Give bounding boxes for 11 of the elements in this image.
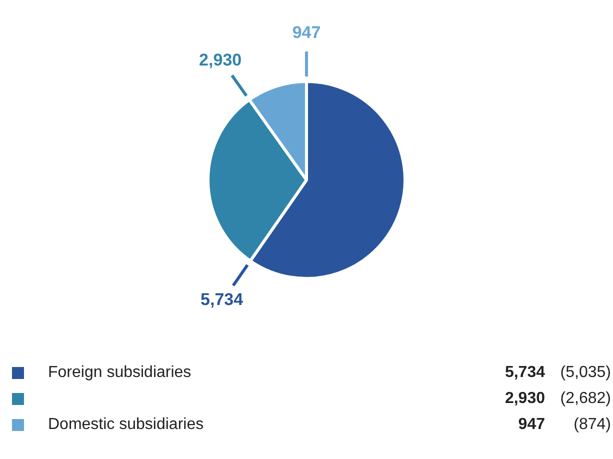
text: (874) — [572, 416, 611, 434]
data-label: 2,930 — [199, 50, 242, 70]
text: (5,035) — [559, 364, 611, 382]
legend-label: Foreign subsidiaries — [48, 364, 192, 382]
legend-label: Domestic subsidiaries — [48, 416, 205, 434]
data-label: 5,734 — [200, 290, 244, 310]
text: (2,682) — [559, 390, 611, 408]
text: 2,930 — [504, 390, 545, 407]
data-label: 947 — [292, 23, 321, 42]
text: 5,734 — [504, 364, 545, 381]
text: 947 — [518, 416, 545, 433]
